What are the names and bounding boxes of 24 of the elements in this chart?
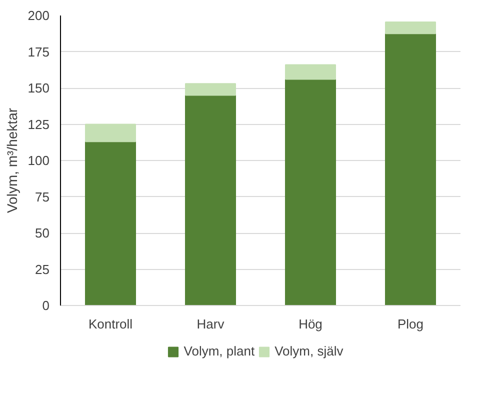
legend-label: Volym, själv xyxy=(274,344,344,358)
x-tick-label: Kontroll xyxy=(88,316,133,332)
y-axis-title: Volym, m³/hektar xyxy=(4,108,20,214)
bar xyxy=(385,33,436,306)
y-tick-label: 100 xyxy=(28,153,50,168)
y-tick-label: 25 xyxy=(35,262,50,277)
bar xyxy=(85,124,136,142)
y-tick-label: 175 xyxy=(28,44,50,60)
bar xyxy=(185,83,236,96)
legend-label: Volym, plant xyxy=(184,344,255,358)
y-tick-label: 150 xyxy=(28,80,50,96)
y-tick-label: 200 xyxy=(28,8,50,23)
bar xyxy=(285,64,336,80)
x-tick-label: Plog xyxy=(397,316,424,332)
y-tick-label: 75 xyxy=(35,189,50,204)
bar xyxy=(85,141,136,306)
y-tick-label: 50 xyxy=(35,226,50,240)
x-tick-label: Harv xyxy=(196,316,225,332)
x-tick-label: Hög xyxy=(298,316,322,332)
y-tick-label: 125 xyxy=(28,116,50,132)
y-tick-label: 0 xyxy=(42,298,50,313)
bar xyxy=(285,78,336,306)
bar xyxy=(385,22,436,34)
bar xyxy=(185,94,236,306)
